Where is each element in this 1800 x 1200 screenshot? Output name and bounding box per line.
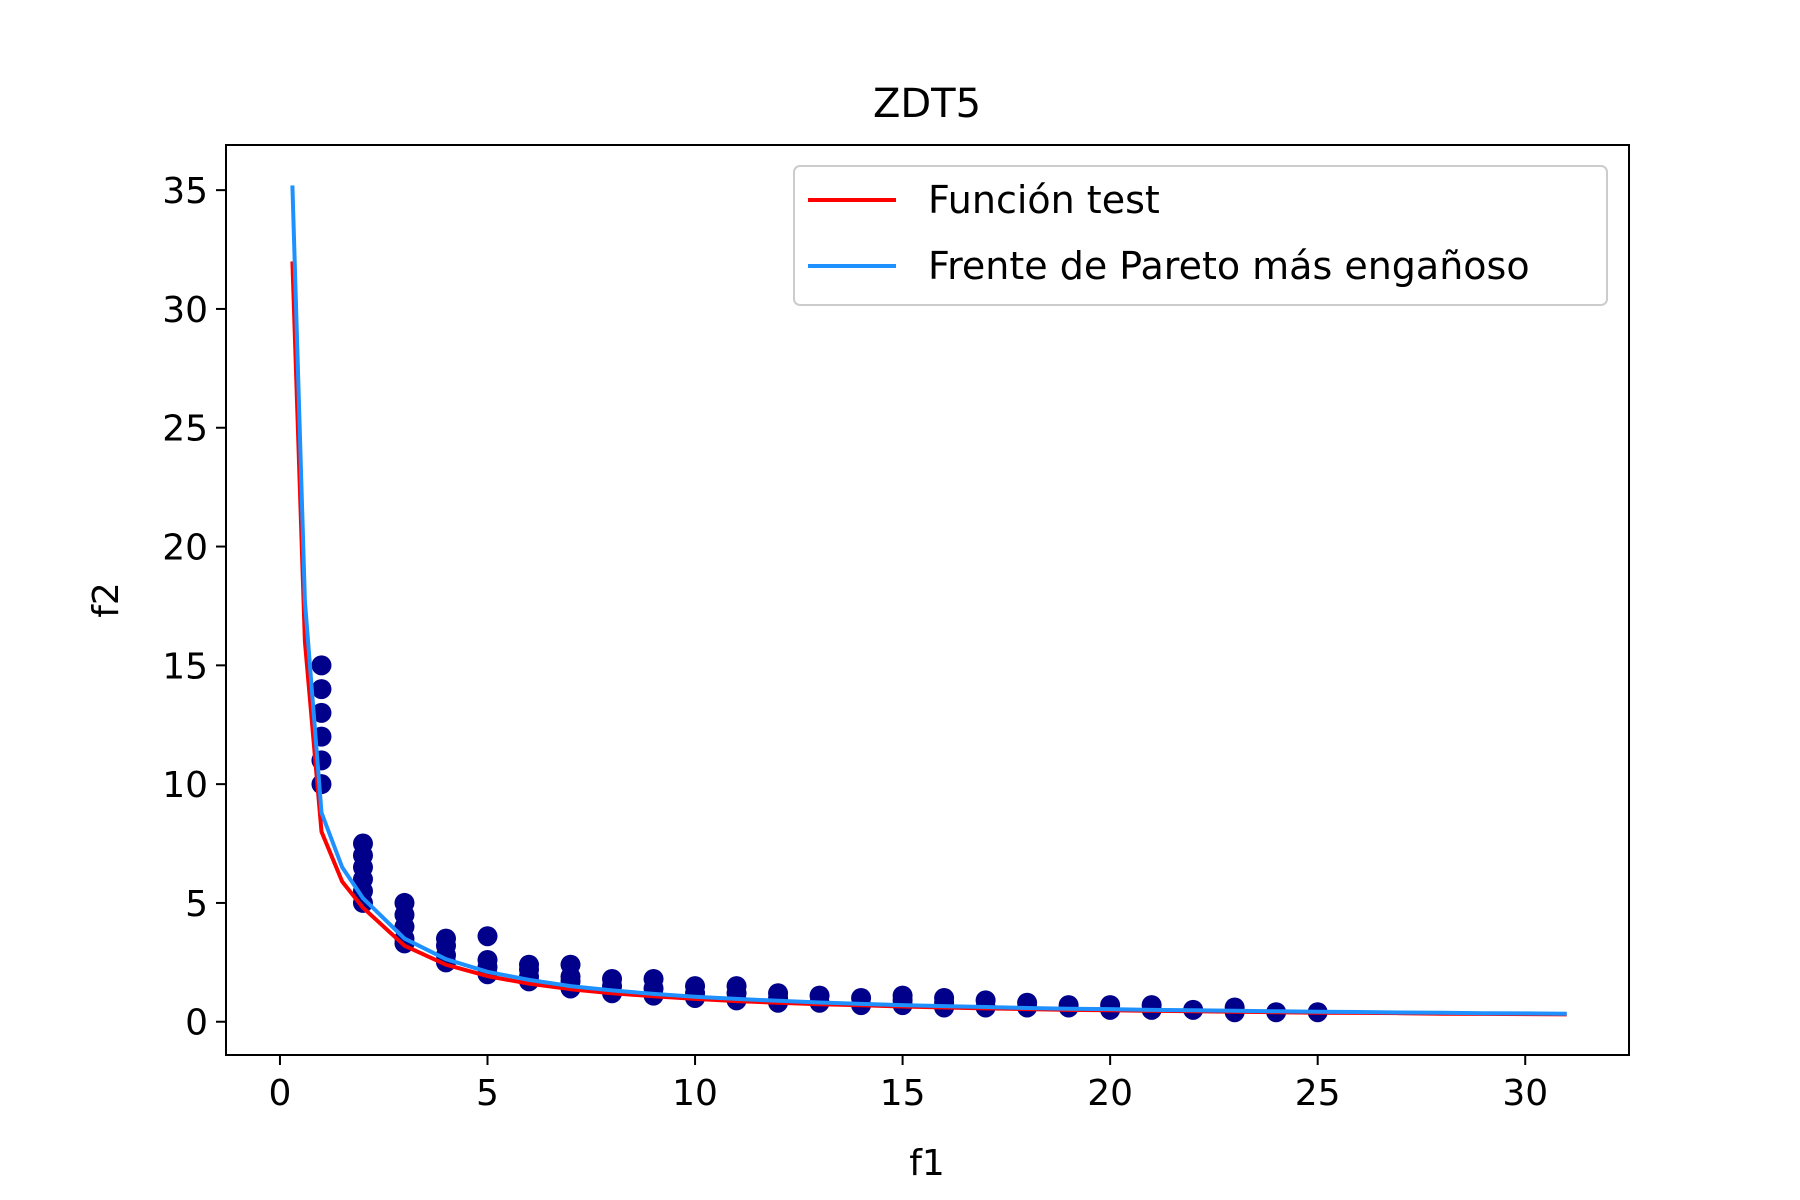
legend-label-pareto-front: Frente de Pareto más engañoso <box>928 244 1530 288</box>
legend-box <box>793 165 1608 306</box>
x-tick-label: 20 <box>1087 1073 1133 1114</box>
scatter-point <box>311 702 332 723</box>
scatter-point <box>311 679 332 700</box>
legend-label-test-function: Función test <box>928 178 1160 222</box>
scatter-point <box>477 926 498 947</box>
scatter-point <box>311 655 332 676</box>
plot-area <box>290 185 1567 1023</box>
chart-title: ZDT5 <box>873 81 981 127</box>
y-tick-label: 0 <box>185 1003 208 1044</box>
y-axis-label: f2 <box>86 582 127 618</box>
y-axis: 0 5 10 15 20 25 30 35 <box>162 171 226 1044</box>
y-tick-label: 5 <box>185 884 208 925</box>
y-tick-label: 20 <box>162 528 208 569</box>
y-tick-label: 15 <box>162 646 208 687</box>
x-tick-label: 5 <box>476 1073 499 1114</box>
x-axis-label: f1 <box>909 1143 945 1184</box>
x-tick-label: 15 <box>880 1073 926 1114</box>
x-axis: 0 5 10 15 20 25 30 <box>269 1055 1548 1114</box>
y-tick-label: 35 <box>162 171 208 212</box>
series-line-pareto-front <box>290 185 1567 1016</box>
line-series-group <box>290 185 1567 1017</box>
y-tick-label: 30 <box>162 290 208 331</box>
x-tick-label: 0 <box>269 1073 292 1114</box>
y-tick-label: 25 <box>162 409 208 450</box>
x-tick-label: 10 <box>672 1073 718 1114</box>
x-tick-label: 25 <box>1295 1073 1341 1114</box>
x-tick-label: 30 <box>1502 1073 1548 1114</box>
axes-frame <box>225 144 1630 1056</box>
y-tick-label: 10 <box>162 765 208 806</box>
legend: Función test Frente de Pareto más engaño… <box>793 165 1608 306</box>
scatter-point <box>352 892 373 913</box>
